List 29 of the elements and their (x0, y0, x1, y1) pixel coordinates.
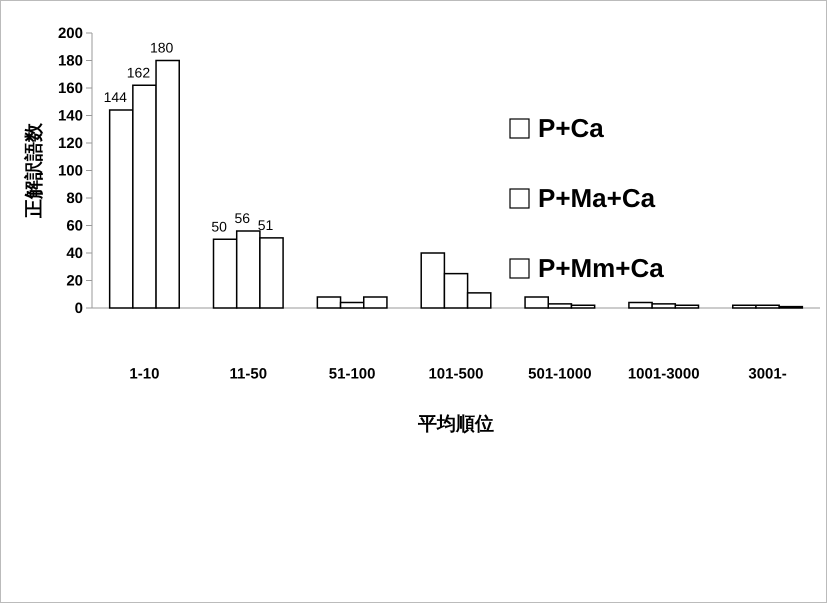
y-tick-label: 40 (66, 244, 83, 262)
x-tick-label: 1001-3000 (628, 366, 700, 383)
y-tick-label: 160 (58, 80, 83, 97)
y-tick-label: 120 (58, 134, 83, 152)
data-label: 50 (211, 218, 228, 234)
y-axis-title: 正解訳語数 (23, 122, 45, 219)
y-tick-label: 180 (58, 52, 83, 70)
x-tick-label: 11-50 (230, 366, 268, 383)
data-label: 144 (104, 89, 128, 105)
y-tick-label: 20 (66, 272, 83, 290)
legend-label: P+Ca (538, 113, 604, 143)
data-label: 180 (150, 40, 174, 56)
data-label: 162 (126, 64, 150, 80)
x-tick-label: 51-100 (328, 366, 376, 383)
y-tick-label: 100 (58, 162, 83, 180)
x-tick-label: 501-1000 (528, 366, 592, 383)
y-tick-label: 200 (58, 24, 83, 42)
y-tick-label: 80 (66, 190, 83, 207)
x-tick-label: 3001- (748, 366, 787, 383)
x-tick-label: 101-500 (428, 366, 484, 383)
data-label: 56 (234, 210, 250, 226)
y-tick-label: 140 (58, 107, 83, 124)
legend-label: P+Ma+Ca (538, 183, 656, 213)
y-tick-label: 0 (74, 300, 83, 317)
legend-label: P+Mm+Ca (538, 253, 664, 283)
y-tick-label: 60 (66, 217, 83, 234)
x-tick-label: 1-10 (129, 366, 160, 383)
data-label: 51 (258, 216, 274, 233)
x-axis-title: 平均順位 (417, 414, 494, 435)
